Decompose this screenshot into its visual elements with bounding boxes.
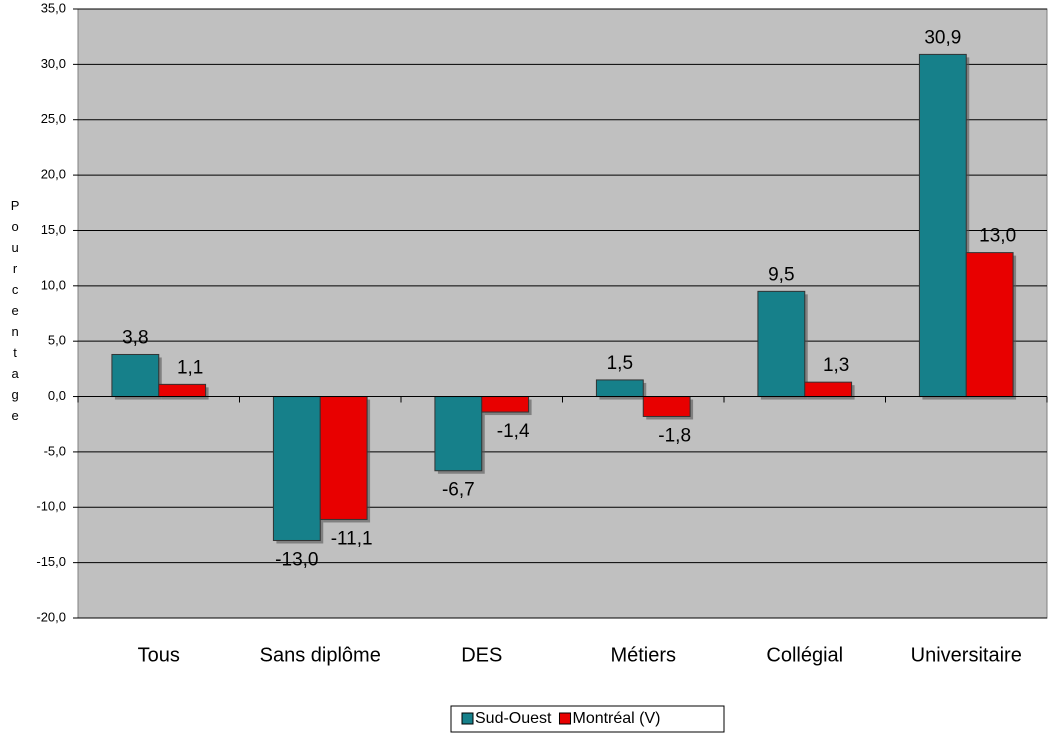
plot-area — [77, 8, 1048, 619]
bar — [757, 290, 806, 398]
value-label: 1,1 — [177, 357, 203, 378]
bar — [481, 396, 530, 413]
y-tick-label: 25,0 — [41, 111, 66, 126]
legend-swatch — [558, 712, 571, 725]
value-label: 30,9 — [924, 27, 961, 48]
bar — [158, 383, 207, 398]
y-tick-label: 0,0 — [48, 388, 66, 403]
legend-label: Montréal (V) — [572, 710, 660, 727]
y-tick-label: 20,0 — [41, 167, 66, 182]
y-tick-label: 10,0 — [41, 277, 66, 292]
bar — [965, 252, 1014, 398]
bar — [111, 353, 160, 398]
value-label: 1,5 — [607, 353, 633, 374]
value-label: 9,5 — [768, 264, 794, 285]
x-tick-label: Universitaire — [911, 644, 1022, 666]
x-tick-label: Tous — [138, 644, 180, 666]
bar — [319, 396, 368, 520]
value-label: 3,8 — [122, 327, 148, 348]
x-tick-label: Métiers — [610, 644, 676, 666]
legend-swatch — [461, 712, 474, 725]
value-label: 1,3 — [823, 355, 849, 376]
y-tick-label: -5,0 — [44, 443, 66, 458]
value-label: -1,8 — [658, 425, 691, 446]
y-tick-label: -10,0 — [36, 499, 66, 514]
bar — [918, 53, 967, 398]
y-tick-label: 35,0 — [41, 0, 66, 15]
x-tick-label: DES — [461, 644, 502, 666]
y-tick-label: 15,0 — [41, 222, 66, 237]
value-label: -13,0 — [275, 550, 318, 571]
value-label: -6,7 — [442, 480, 475, 501]
y-tick-label: -20,0 — [36, 609, 66, 624]
x-tick-label: Sans diplôme — [260, 644, 381, 666]
bar — [595, 379, 644, 398]
legend-label: Sud-Ouest — [475, 710, 552, 727]
y-axis-label: Pourcentage — [8, 198, 23, 429]
value-label: -11,1 — [331, 528, 373, 549]
bar — [804, 381, 853, 398]
y-tick-label: -15,0 — [36, 554, 66, 569]
bar — [642, 396, 691, 417]
value-label: 13,0 — [979, 226, 1016, 247]
bar — [272, 396, 321, 541]
value-label: -1,4 — [497, 421, 530, 442]
y-tick-label: 5,0 — [48, 333, 66, 348]
y-tick-label: 30,0 — [41, 56, 66, 71]
x-tick-label: Collégial — [766, 644, 843, 666]
bar — [434, 396, 483, 472]
legend — [450, 705, 725, 733]
